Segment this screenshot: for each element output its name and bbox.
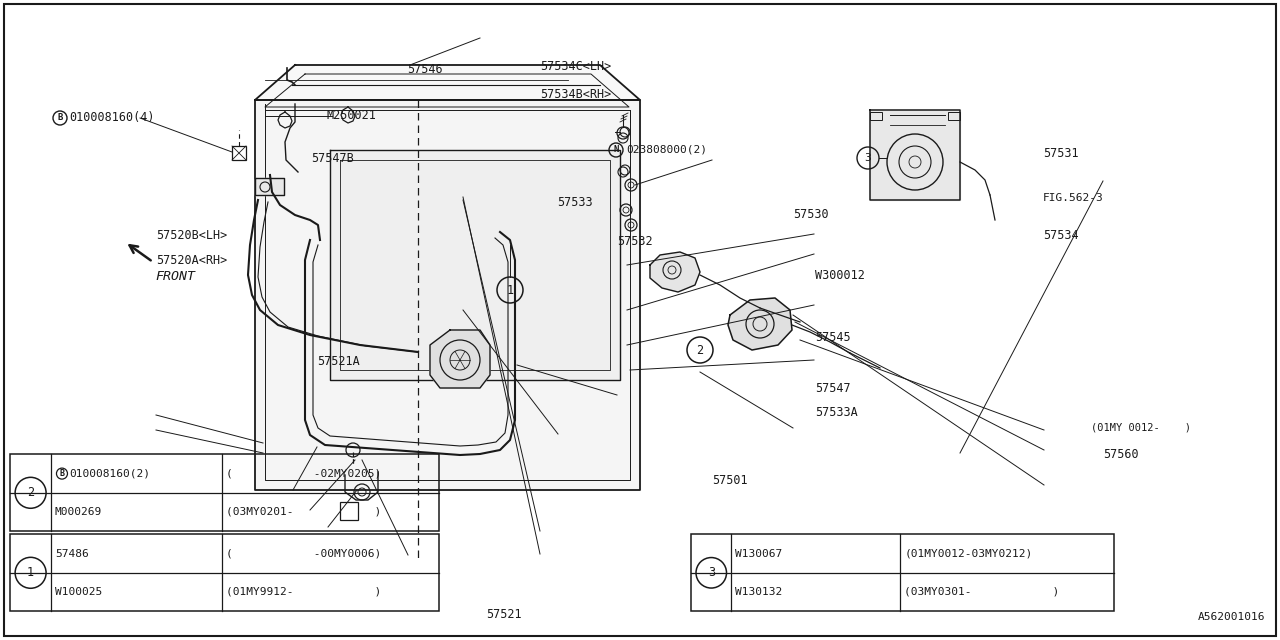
Text: (03MY0301-            ): (03MY0301- ) <box>904 587 1060 597</box>
Text: 57501: 57501 <box>712 474 748 486</box>
Text: 023808000(2): 023808000(2) <box>626 145 707 155</box>
Text: 3: 3 <box>708 566 714 579</box>
Text: 57547B: 57547B <box>311 152 353 165</box>
Text: 57531: 57531 <box>1043 147 1079 160</box>
Text: 57520B<LH>: 57520B<LH> <box>156 229 228 242</box>
Text: 57560: 57560 <box>1103 448 1139 461</box>
Bar <box>948 112 960 120</box>
Text: W130132: W130132 <box>735 587 782 597</box>
Text: 57546: 57546 <box>407 63 443 76</box>
Text: M000269: M000269 <box>55 507 102 517</box>
Text: B: B <box>59 469 64 478</box>
Polygon shape <box>330 150 620 380</box>
Text: 57545: 57545 <box>815 331 851 344</box>
Text: 010008160(4): 010008160(4) <box>69 111 155 125</box>
Text: 2: 2 <box>696 344 704 356</box>
Text: 1: 1 <box>507 284 513 296</box>
Polygon shape <box>430 330 490 388</box>
Text: (            -02MY0205): ( -02MY0205) <box>227 468 381 479</box>
Polygon shape <box>255 65 640 100</box>
Bar <box>232 146 246 160</box>
Bar <box>10 454 439 531</box>
Bar <box>10 534 439 611</box>
Text: 010008160(2): 010008160(2) <box>69 468 150 479</box>
Text: 57533: 57533 <box>557 196 593 209</box>
Text: (01MY 0012-    ): (01MY 0012- ) <box>1091 422 1190 433</box>
Text: FIG.562-3: FIG.562-3 <box>1043 193 1103 204</box>
Bar <box>340 502 358 520</box>
Text: W300012: W300012 <box>815 269 865 282</box>
Text: 57530: 57530 <box>794 208 829 221</box>
Text: 57520A<RH>: 57520A<RH> <box>156 254 228 267</box>
Text: W100025: W100025 <box>55 587 102 597</box>
Text: 57521: 57521 <box>486 608 522 621</box>
Text: 57486: 57486 <box>55 548 88 559</box>
Text: 57533A: 57533A <box>815 406 858 419</box>
Text: 57534: 57534 <box>1043 229 1079 242</box>
Polygon shape <box>255 178 284 195</box>
Text: (01MY9912-            ): (01MY9912- ) <box>227 587 381 597</box>
Text: 57547: 57547 <box>815 382 851 395</box>
Text: N: N <box>613 145 618 154</box>
Text: 57521A: 57521A <box>317 355 360 368</box>
Text: 2: 2 <box>27 486 35 499</box>
Text: B: B <box>58 113 63 122</box>
Polygon shape <box>650 252 700 292</box>
Polygon shape <box>728 298 792 350</box>
Text: A562001016: A562001016 <box>1198 612 1265 622</box>
Text: (            -00MY0006): ( -00MY0006) <box>227 548 381 559</box>
Polygon shape <box>255 100 640 490</box>
Text: 57532: 57532 <box>617 236 653 248</box>
Text: M250021: M250021 <box>326 109 376 122</box>
Text: 57534B<RH>: 57534B<RH> <box>540 88 612 101</box>
Text: (03MY0201-            ): (03MY0201- ) <box>227 507 381 517</box>
Text: 57534C<LH>: 57534C<LH> <box>540 60 612 73</box>
Polygon shape <box>870 110 960 200</box>
Text: FRONT: FRONT <box>155 271 195 284</box>
Bar <box>691 534 1114 611</box>
Text: (01MY0012-03MY0212): (01MY0012-03MY0212) <box>904 548 1033 559</box>
Bar <box>870 112 882 120</box>
Text: W130067: W130067 <box>735 548 782 559</box>
Text: 3: 3 <box>864 153 872 163</box>
Text: 1: 1 <box>27 566 35 579</box>
